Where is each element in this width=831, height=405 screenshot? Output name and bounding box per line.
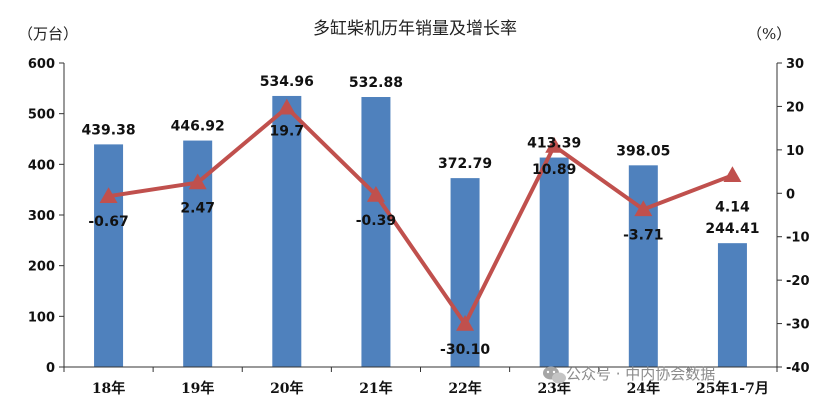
watermark-text: 公众号 · 中内协会数据 [566, 365, 715, 383]
right-tick-label: 10 [786, 144, 804, 159]
x-tick-label: 22年 [448, 380, 481, 397]
left-tick-label: 600 [28, 57, 55, 72]
line-value-label: 4.14 [715, 199, 750, 215]
right-tick-label: -20 [786, 274, 810, 289]
right-tick-label: -30 [786, 318, 810, 333]
bar-value-label: 244.41 [705, 221, 759, 237]
bar [539, 157, 569, 367]
chart-title: 多缸柴机历年销量及增长率 [313, 18, 517, 39]
left-tick-label: 300 [28, 209, 55, 224]
x-tick-label: 20年 [270, 380, 303, 397]
bar-value-label: 398.05 [616, 143, 670, 159]
bar-series [94, 95, 747, 367]
watermark: 公众号 · 中内协会数据 [543, 365, 715, 384]
line-point-marker [188, 173, 207, 190]
right-tick-label: 0 [786, 187, 795, 202]
line-value-label: 19.7 [270, 124, 305, 140]
x-tick-label: 24年 [627, 380, 660, 397]
right-tick-label: -10 [786, 231, 810, 246]
bar [94, 144, 124, 367]
line-value-label: 10.89 [532, 162, 576, 178]
growth-rate-line [108, 105, 734, 327]
left-tick-label: 0 [46, 361, 55, 376]
bar [272, 95, 302, 367]
left-axis-unit: （万台） [18, 25, 78, 43]
line-point-marker [545, 136, 564, 153]
x-tick-label: 23年 [537, 380, 570, 397]
bar-value-label: 532.88 [349, 75, 403, 91]
line-point-marker [277, 98, 296, 115]
bar [717, 243, 747, 367]
left-tick-label: 100 [28, 310, 55, 325]
axes: 0 100 200 300 400 500 600 -40 -30 -20 -10 0 10 20 30 18… [28, 57, 810, 397]
line-value-label: -0.39 [356, 213, 396, 229]
line-series [99, 98, 742, 331]
bar [450, 178, 480, 367]
bar-value-label: 534.96 [260, 74, 314, 90]
x-tick-label: 21年 [359, 380, 392, 397]
left-tick-label: 500 [28, 108, 55, 123]
bar [361, 97, 391, 367]
line-value-label: -3.71 [623, 227, 663, 243]
bar-value-label: 446.92 [171, 119, 225, 135]
left-tick-label: 200 [28, 260, 55, 275]
line-point-marker [99, 187, 118, 203]
x-tick-label: 19年 [181, 380, 214, 397]
bar-value-label: 413.39 [527, 136, 581, 152]
bar-value-label: 439.38 [82, 122, 136, 138]
left-tick-label: 400 [28, 158, 55, 173]
wechat-icon [543, 366, 566, 384]
x-tick-label: 18年 [92, 380, 125, 397]
right-tick-label: 30 [786, 57, 804, 72]
right-axis-unit: （%） [747, 25, 791, 43]
data-labels: 439.38 446.92 534.96 532.88 372.79 413.39 398.… [82, 74, 760, 358]
line-point-marker [366, 185, 385, 202]
right-tick-label: 20 [786, 100, 804, 115]
line-value-label: -30.10 [440, 342, 490, 358]
bar-value-label: 372.79 [438, 156, 492, 172]
line-point-marker [456, 315, 475, 331]
line-value-label: 2.47 [180, 201, 215, 217]
line-value-label: -0.67 [88, 214, 128, 230]
right-tick-label: -40 [786, 361, 810, 376]
line-point-marker [723, 166, 742, 183]
bar [628, 165, 658, 367]
x-tick-label: 25年1-7月 [696, 380, 769, 397]
line-point-marker [634, 200, 653, 217]
